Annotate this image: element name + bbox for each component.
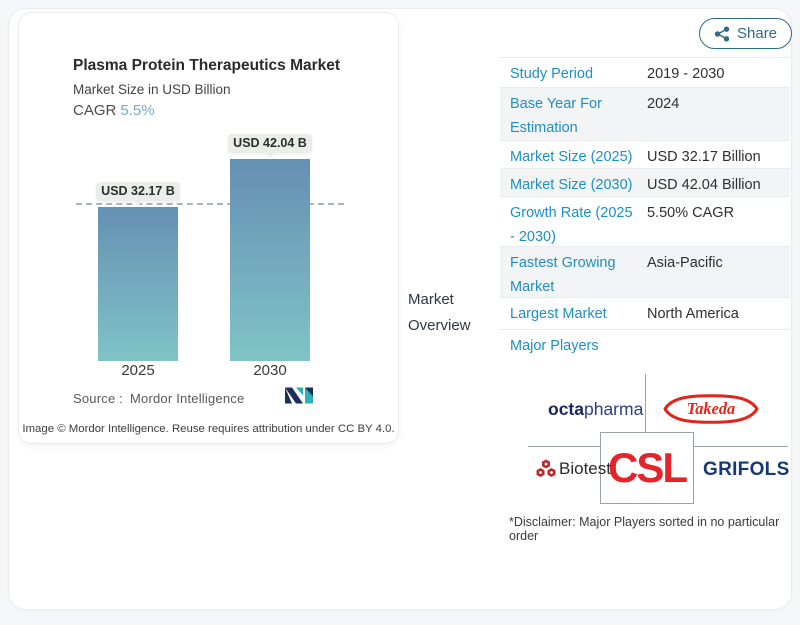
cagr-line: CAGR 5.5%	[73, 102, 155, 119]
x-axis-label-2025: 2025	[121, 362, 155, 379]
biotest-logo: Biotest	[536, 459, 611, 479]
source-name: Mordor Intelligence	[130, 391, 245, 406]
biotest-logo-text: Biotest	[559, 459, 611, 478]
row-label: Fastest Growing Market	[510, 255, 616, 295]
row-value: 5.50% CAGR	[647, 205, 735, 221]
reference-dashed-line	[76, 203, 344, 205]
table-row-study-period: Study Period 2019 - 2030	[500, 58, 790, 88]
x-axis-label-2030: 2030	[253, 362, 287, 379]
bar-value-label-2025: USD 32.17 B	[96, 182, 180, 206]
grifols-logo: GRIFOLS	[703, 459, 790, 480]
market-overview-label: Market Overview	[408, 291, 471, 334]
source-prefix: Source :	[73, 391, 124, 406]
row-label: Study Period	[510, 66, 594, 82]
table-row-largest-market: Largest Market North America	[500, 298, 790, 330]
row-label: Growth Rate (2025 - 2030)	[510, 205, 633, 245]
octapharma-logo: octapharma	[548, 399, 643, 420]
chart-card: Plasma Protein Therapeutics Market Marke…	[18, 12, 399, 444]
share-label: Share	[737, 25, 778, 42]
row-label: Largest Market	[510, 306, 607, 322]
attribution-text: Image © Mordor Intelligence. Reuse requi…	[22, 423, 395, 435]
row-label: Market Size (2025)	[510, 149, 633, 165]
bar-2025	[98, 207, 178, 361]
cagr-label: CAGR	[73, 102, 117, 119]
bar-value-label-2030: USD 42.04 B	[228, 134, 312, 158]
players-grid-vertical-line	[645, 374, 646, 432]
table-row-market-size-2025: Market Size (2025) USD 32.17 Billion	[500, 141, 790, 169]
share-icon	[714, 26, 730, 42]
bar-2030	[230, 159, 310, 361]
row-value: 2024	[647, 96, 680, 112]
row-label: Major Players	[510, 338, 599, 354]
share-button[interactable]: Share	[699, 18, 793, 49]
market-info-table: Study Period 2019 - 2030 Base Year For E…	[500, 57, 790, 366]
table-row-fastest-growing: Fastest Growing Market Asia-Pacific	[500, 247, 790, 298]
row-value: USD 42.04 Billion	[647, 177, 761, 193]
chart-title: Plasma Protein Therapeutics Market	[73, 57, 341, 74]
octapharma-logo-bold: octa	[548, 399, 584, 419]
row-label: Market Size (2030)	[510, 177, 633, 193]
players-disclaimer: *Disclaimer: Major Players sorted in no …	[509, 515, 780, 543]
table-row-market-size-2030: Market Size (2030) USD 42.04 Billion	[500, 169, 790, 197]
chart-subtitle: Market Size in USD Billion	[73, 82, 231, 97]
takeda-logo-text: Takeda	[687, 399, 735, 418]
table-row-base-year: Base Year For Estimation 2024	[500, 88, 790, 141]
source-row: Source : Mordor Intelligence	[73, 391, 244, 406]
csl-logo: CSL	[608, 444, 688, 491]
table-row-growth-rate: Growth Rate (2025 - 2030) 5.50% CAGR	[500, 197, 790, 247]
table-row-major-players: Major Players	[500, 330, 790, 366]
row-value: USD 32.17 Billion	[647, 149, 761, 165]
row-label: Base Year For Estimation	[510, 96, 602, 136]
octapharma-logo-light: pharma	[583, 399, 644, 419]
takeda-logo: Takeda	[663, 394, 759, 424]
cagr-value: 5.5%	[120, 102, 155, 119]
biotest-logo-icon	[536, 459, 556, 477]
row-value: North America	[647, 306, 739, 322]
row-value: Asia-Pacific	[647, 255, 723, 271]
row-value: 2019 - 2030	[647, 66, 725, 82]
row-value	[637, 330, 790, 366]
mordor-intelligence-logo-icon	[285, 387, 313, 404]
csl-logo-box: CSL	[600, 432, 694, 504]
